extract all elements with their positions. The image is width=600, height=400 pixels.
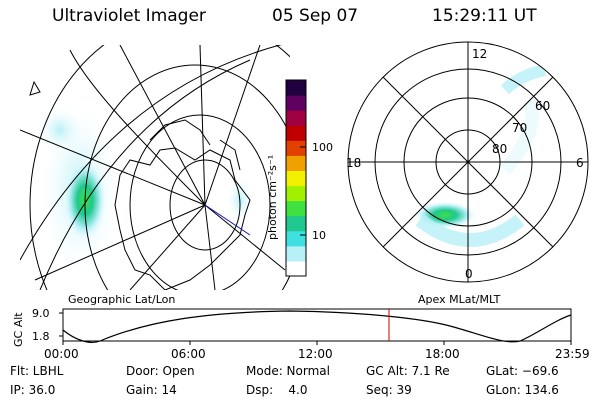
altitude-tick-top: 9.0: [32, 307, 50, 320]
colorbar-segment: [286, 245, 306, 262]
gc-alt-info: GC Alt: 7.1 Re: [366, 364, 450, 378]
image-time: 15:29:11 UT: [432, 6, 537, 26]
colorbar-tick-100: 100: [312, 141, 333, 154]
colorbar-segment: [286, 230, 306, 247]
time-tick-1: 06:00: [171, 347, 206, 361]
mlt-label-12: 12: [472, 47, 487, 61]
colorbar-segment: [286, 155, 306, 171]
mlat-label-60: 60: [535, 99, 550, 113]
image-date: 05 Sep 07: [272, 6, 359, 26]
dsp-info: Dsp: 4.0: [246, 383, 308, 397]
colorbar-segment: [286, 215, 306, 232]
color-bar: [285, 79, 307, 277]
time-tick-2: 12:00: [298, 347, 333, 361]
altitude-tick-bottom: 1.8: [32, 330, 50, 343]
geo-panel-caption: Geographic Lat/Lon: [68, 293, 175, 306]
colorbar-segment: [286, 80, 306, 96]
geographic-map: [20, 45, 290, 290]
mlat-label-70: 70: [512, 121, 527, 135]
filter-info: Flt: LBHL: [10, 364, 64, 378]
colorbar-segment: [286, 170, 306, 187]
mlt-label-18: 18: [346, 156, 361, 170]
mlt-label-0: 0: [465, 267, 473, 281]
colorbar-frame: [285, 79, 307, 277]
colorbar-segment: [286, 110, 306, 126]
altitude-plot: [59, 308, 572, 345]
mlt-label-6: 6: [576, 156, 584, 170]
glat-info: GLat: −69.6: [486, 364, 559, 378]
instrument-title: Ultraviolet Imager: [52, 6, 206, 26]
colorbar-segment: [286, 185, 306, 202]
colorbar-segment: [286, 140, 306, 156]
mode-info: Mode: Normal: [246, 364, 330, 378]
colorbar-segment: [286, 200, 306, 217]
colorbar-unit-label: photon cm⁻²s⁻¹: [266, 155, 279, 240]
gain-info: Gain: 14: [126, 383, 177, 397]
door-info: Door: Open: [126, 364, 195, 378]
colorbar-segment: [286, 125, 306, 141]
ip-info: IP: 36.0: [10, 383, 56, 397]
time-tick-3: 18:00: [425, 347, 460, 361]
altitude-curve: [62, 310, 572, 343]
colorbar-segment: [286, 260, 306, 277]
polar-map: [347, 41, 589, 283]
time-tick-4: 23:59: [555, 347, 590, 361]
altitude-axis-label: GC Alt: [12, 312, 25, 347]
seq-info: Seq: 39: [366, 383, 412, 397]
colorbar-tick-10: 10: [312, 229, 326, 242]
time-tick-0: 00:00: [44, 347, 79, 361]
colorbar-segment: [286, 95, 306, 111]
glon-info: GLon: 134.6: [486, 383, 559, 397]
polar-panel-caption: Apex MLat/MLT: [418, 293, 501, 306]
mlat-label-80: 80: [492, 142, 507, 156]
